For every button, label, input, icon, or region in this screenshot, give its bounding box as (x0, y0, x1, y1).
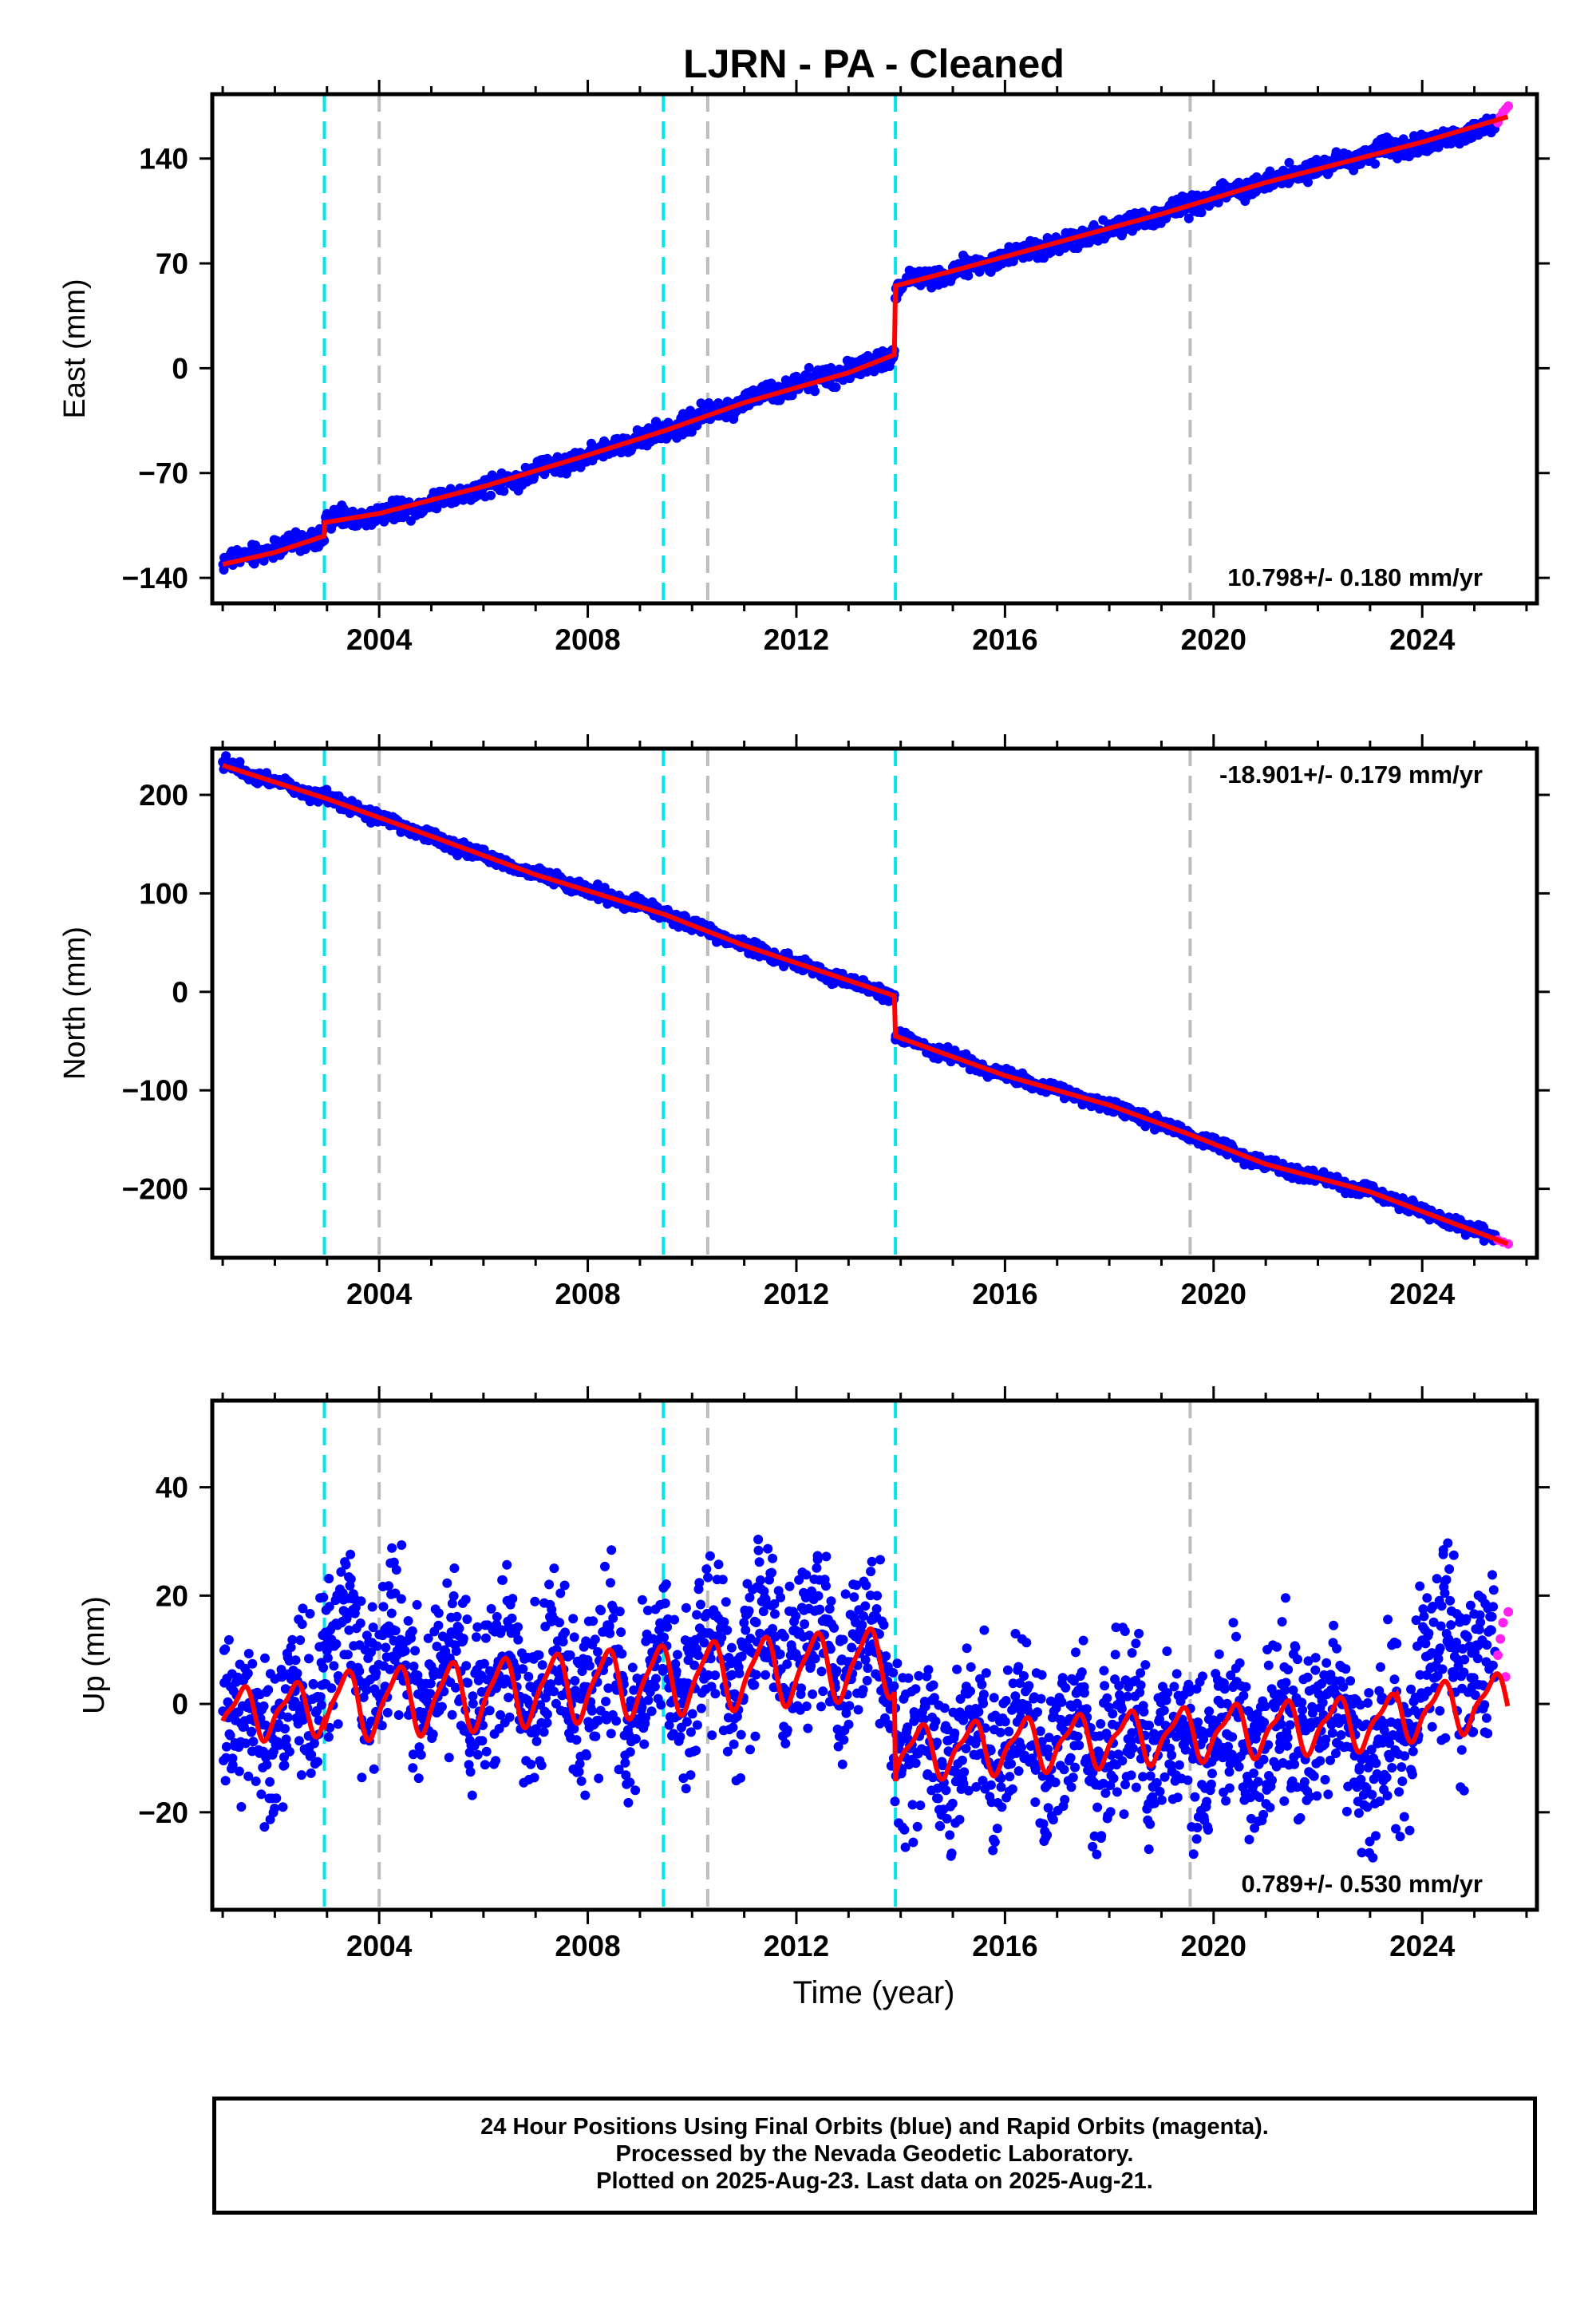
y-tick-label: 140 (139, 143, 188, 176)
y-axis-label: North (mm) (58, 927, 92, 1080)
model-line (220, 1626, 1511, 1782)
x-tick-label: 2004 (346, 1930, 413, 1962)
y-tick-label: −140 (122, 562, 188, 595)
y-tick-label: 70 (156, 247, 188, 280)
y-tick-label: 20 (156, 1579, 188, 1612)
x-tick-label: 2020 (1181, 1930, 1246, 1962)
x-tick-label: 2016 (972, 623, 1037, 656)
x-tick-label: 2008 (555, 1930, 620, 1962)
x-tick-label: 2008 (555, 623, 620, 656)
x-tick-label: 2016 (972, 1278, 1037, 1310)
rapid-orbit-point (1503, 1607, 1514, 1617)
x-tick-label: 2024 (1389, 623, 1456, 656)
y-tick-label: 0 (172, 976, 188, 1009)
x-tick-label: 2020 (1181, 1278, 1246, 1310)
rapid-orbit-point (1503, 101, 1514, 112)
panel-up: 2004 2008 2012 2016 2020 2024 −20 0 20 40 Up (mm) 0… (77, 1386, 1550, 1962)
y-tick-label: −100 (122, 1074, 188, 1107)
panel-frame (210, 92, 1539, 606)
model-line (222, 114, 1509, 567)
panel-north: 2004 2008 2012 2016 2020 2024 −200 −100 0 100 200 N… (58, 734, 1550, 1310)
model-line (222, 763, 1509, 1247)
plot-area-east (218, 94, 1514, 603)
panel-frame (210, 1398, 1539, 1912)
final-orbit-points (218, 1535, 1500, 1863)
footer-line-1: 24 Hour Positions Using Final Orbits (bl… (480, 2114, 1269, 2140)
plot-area-up (218, 1401, 1514, 1910)
footer-line-2: Processed by the Nevada Geodetic Laborat… (615, 2141, 1134, 2167)
rapid-orbit-point (1495, 1634, 1506, 1644)
y-tick-label: 200 (139, 779, 188, 812)
x-tick-label: 2024 (1389, 1278, 1456, 1310)
rapid-orbit-point (1492, 1650, 1503, 1660)
x-tick-label: 2012 (764, 623, 829, 656)
y-tick-label: 100 (139, 877, 188, 910)
x-tick-label: 2004 (346, 1278, 413, 1310)
footer-line-3: Plotted on 2025-Aug-23. Last data on 202… (596, 2168, 1153, 2194)
rate-label: -18.901+/- 0.179 mm/yr (1219, 761, 1483, 788)
x-tick-label: 2016 (972, 1930, 1037, 1962)
chart-title: LJRN - PA - Cleaned (683, 41, 1065, 86)
x-tick-label: 2004 (346, 623, 413, 656)
panel-east: 2004 2008 2012 2016 2020 2024 −140 −70 0 70 140 Eas… (58, 80, 1550, 656)
plot-area-north (218, 749, 1514, 1258)
rapid-orbit-point (1498, 1618, 1508, 1628)
footer-box: 24 Hour Positions Using Final Orbits (bl… (212, 2097, 1537, 2215)
x-tick-label: 2024 (1389, 1930, 1456, 1962)
x-tick-label: 2012 (764, 1930, 829, 1962)
y-tick-label: −200 (122, 1173, 188, 1206)
y-tick-label: −20 (138, 1796, 188, 1829)
y-tick-label: 0 (172, 1688, 188, 1721)
rate-label: 10.798+/- 0.180 mm/yr (1227, 563, 1483, 591)
x-axis-label: Time (year) (793, 1975, 955, 2010)
x-tick-label: 2008 (555, 1278, 620, 1310)
y-tick-label: 40 (156, 1472, 188, 1504)
panel-frame (210, 746, 1539, 1260)
y-axis-label: East (mm) (58, 279, 92, 418)
y-axis-label: Up (mm) (77, 1596, 111, 1714)
x-tick-label: 2012 (764, 1278, 829, 1310)
y-tick-label: −70 (138, 457, 188, 490)
y-tick-label: 0 (172, 352, 188, 385)
x-tick-label: 2020 (1181, 623, 1246, 656)
rate-label: 0.789+/- 0.530 mm/yr (1242, 1870, 1483, 1898)
